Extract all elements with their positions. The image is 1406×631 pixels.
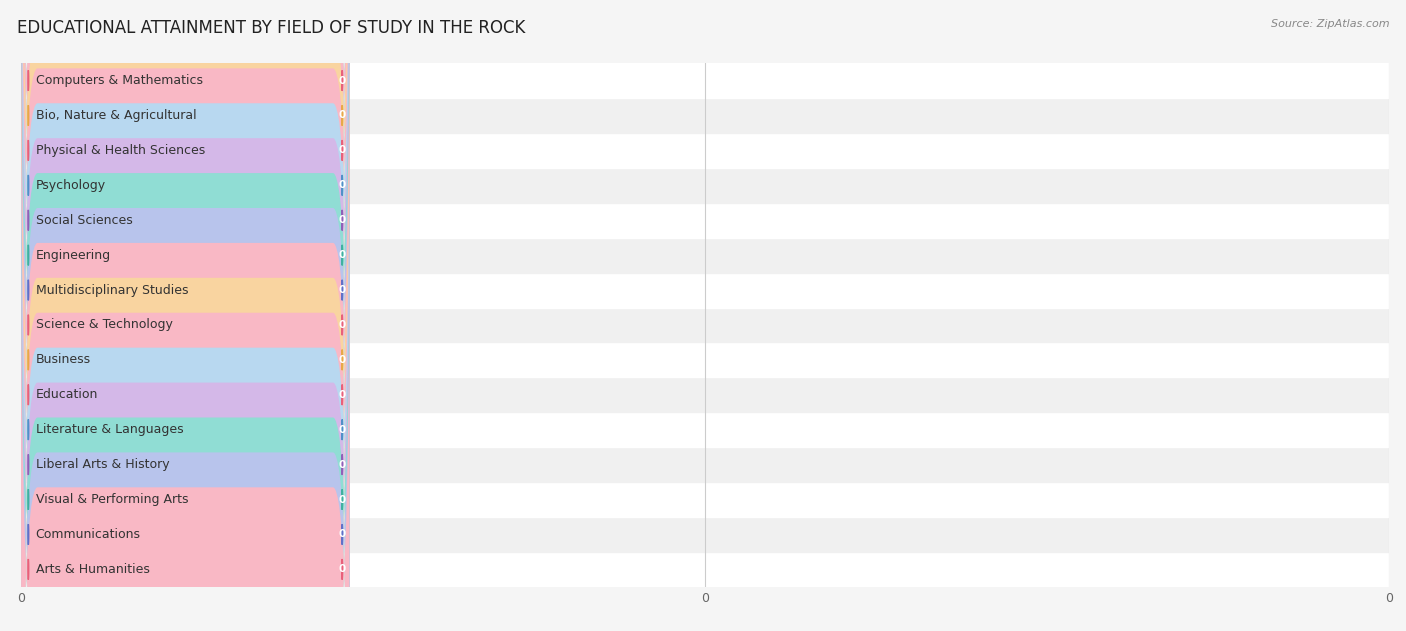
Text: 0: 0 [339, 564, 346, 574]
Bar [21, 517, 1389, 552]
Bar [21, 98, 1389, 133]
Text: Liberal Arts & History: Liberal Arts & History [35, 458, 169, 471]
FancyBboxPatch shape [21, 0, 350, 631]
Text: Source: ZipAtlas.com: Source: ZipAtlas.com [1271, 19, 1389, 29]
Text: 0: 0 [339, 180, 346, 191]
FancyBboxPatch shape [21, 0, 350, 487]
FancyBboxPatch shape [21, 0, 350, 418]
Text: 0: 0 [339, 495, 346, 505]
Bar [21, 343, 1389, 377]
Text: Literature & Languages: Literature & Languages [35, 423, 183, 436]
Bar [21, 238, 1389, 273]
FancyBboxPatch shape [21, 163, 350, 631]
Bar [21, 412, 1389, 447]
FancyBboxPatch shape [21, 127, 350, 631]
Bar [21, 482, 1389, 517]
Text: EDUCATIONAL ATTAINMENT BY FIELD OF STUDY IN THE ROCK: EDUCATIONAL ATTAINMENT BY FIELD OF STUDY… [17, 19, 526, 37]
FancyBboxPatch shape [21, 127, 350, 631]
Bar [21, 377, 1389, 412]
Text: Psychology: Psychology [35, 179, 105, 192]
FancyBboxPatch shape [21, 58, 350, 631]
Text: 0: 0 [339, 76, 346, 86]
Text: 0: 0 [339, 285, 346, 295]
Text: Computers & Mathematics: Computers & Mathematics [35, 74, 202, 87]
Bar [21, 273, 1389, 307]
Text: 0: 0 [339, 459, 346, 469]
Text: 0: 0 [339, 215, 346, 225]
Bar [21, 203, 1389, 238]
Text: Bio, Nature & Agricultural: Bio, Nature & Agricultural [35, 109, 197, 122]
FancyBboxPatch shape [21, 0, 350, 487]
Bar [21, 447, 1389, 482]
Text: 0: 0 [339, 390, 346, 400]
FancyBboxPatch shape [21, 232, 350, 631]
FancyBboxPatch shape [21, 198, 350, 631]
FancyBboxPatch shape [21, 0, 350, 592]
FancyBboxPatch shape [21, 0, 350, 522]
Text: 0: 0 [339, 110, 346, 121]
Text: Engineering: Engineering [35, 249, 111, 262]
Text: 0: 0 [339, 250, 346, 260]
Text: Social Sciences: Social Sciences [35, 214, 132, 227]
FancyBboxPatch shape [21, 0, 350, 522]
FancyBboxPatch shape [21, 58, 350, 631]
Text: 0: 0 [339, 425, 346, 435]
FancyBboxPatch shape [21, 0, 350, 627]
FancyBboxPatch shape [21, 0, 350, 557]
Text: Physical & Health Sciences: Physical & Health Sciences [35, 144, 205, 157]
FancyBboxPatch shape [21, 0, 350, 627]
FancyBboxPatch shape [21, 23, 350, 631]
Text: 0: 0 [339, 529, 346, 540]
Bar [21, 168, 1389, 203]
FancyBboxPatch shape [21, 0, 350, 557]
FancyBboxPatch shape [21, 93, 350, 631]
FancyBboxPatch shape [21, 0, 350, 631]
Text: Communications: Communications [35, 528, 141, 541]
FancyBboxPatch shape [21, 0, 350, 418]
Bar [21, 552, 1389, 587]
FancyBboxPatch shape [21, 198, 350, 631]
FancyBboxPatch shape [21, 93, 350, 631]
FancyBboxPatch shape [21, 232, 350, 631]
FancyBboxPatch shape [21, 0, 350, 452]
Text: Visual & Performing Arts: Visual & Performing Arts [35, 493, 188, 506]
Bar [21, 133, 1389, 168]
Text: Education: Education [35, 388, 98, 401]
Text: Arts & Humanities: Arts & Humanities [35, 563, 149, 576]
FancyBboxPatch shape [21, 0, 350, 452]
Text: Science & Technology: Science & Technology [35, 319, 173, 331]
Text: 0: 0 [339, 355, 346, 365]
Text: Business: Business [35, 353, 91, 367]
Bar [21, 63, 1389, 98]
Text: Multidisciplinary Studies: Multidisciplinary Studies [35, 283, 188, 297]
FancyBboxPatch shape [21, 23, 350, 631]
Bar [21, 307, 1389, 343]
Text: 0: 0 [339, 320, 346, 330]
FancyBboxPatch shape [21, 163, 350, 631]
Text: 0: 0 [339, 145, 346, 155]
FancyBboxPatch shape [21, 0, 350, 592]
